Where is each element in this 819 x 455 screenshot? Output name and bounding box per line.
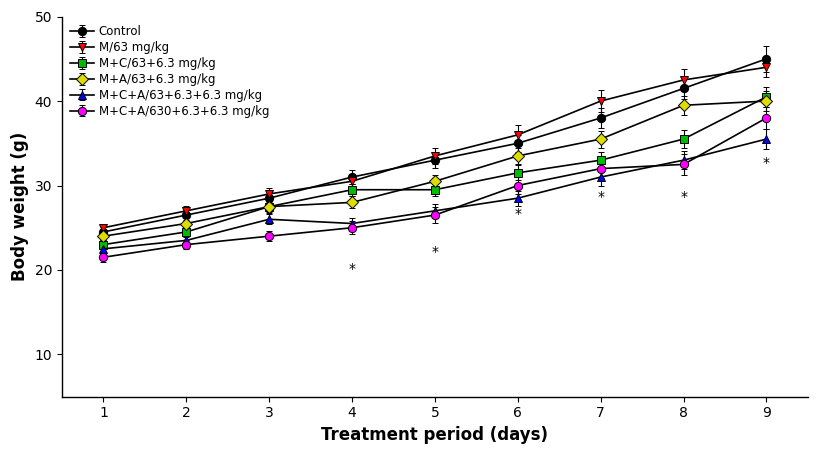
Y-axis label: Body weight (g): Body weight (g)	[11, 132, 29, 281]
X-axis label: Treatment period (days): Treatment period (days)	[321, 426, 549, 444]
Text: *: *	[514, 207, 522, 221]
Text: *: *	[680, 190, 687, 204]
Legend: Control, M/63 mg/kg, M+C/63+6.3 mg/kg, M+A/63+6.3 mg/kg, M+C+A/63+6.3+6.3 mg/kg,: Control, M/63 mg/kg, M+C/63+6.3 mg/kg, M…	[68, 22, 271, 120]
Text: *: *	[349, 262, 355, 275]
Text: *: *	[763, 156, 770, 170]
Text: *: *	[597, 190, 604, 204]
Text: *: *	[432, 245, 438, 258]
